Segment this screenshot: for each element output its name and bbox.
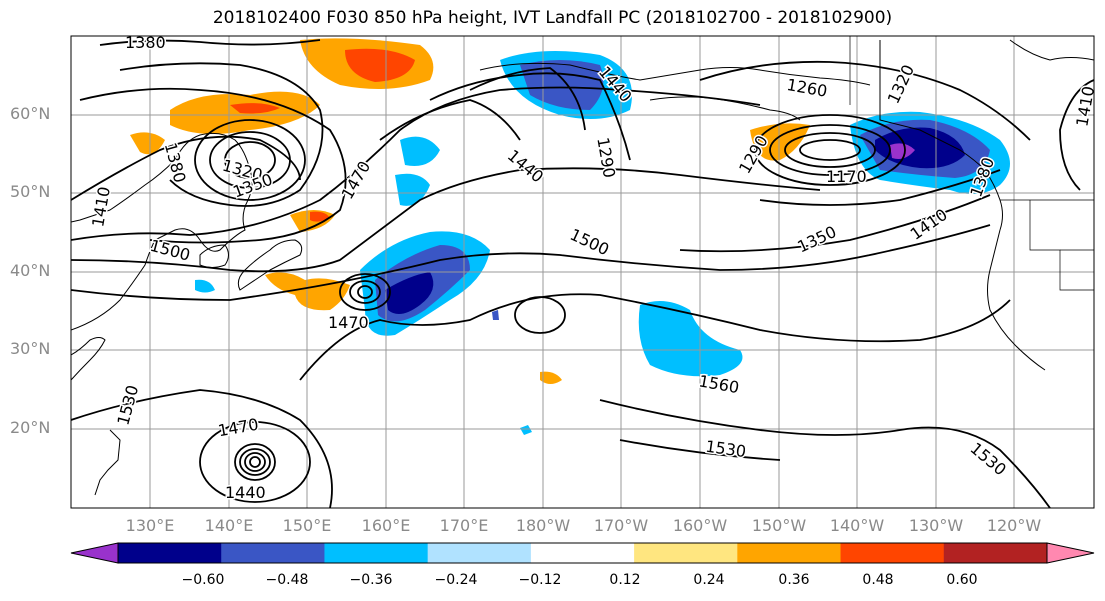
colorbar-swatch [118,543,222,563]
map-frame [70,35,1095,509]
lon-label: 180°W [515,516,571,535]
lon-label: 140°E [204,516,254,535]
lon-label: 170°W [593,516,649,535]
lon-label: 160°E [361,516,411,535]
lon-label: 140°W [829,516,885,535]
colorbar-swatch [427,543,532,563]
colorbar-tick: 0.24 [693,572,725,588]
colorbar-swatch [1047,543,1094,563]
political-borders [849,36,1094,291]
map-gridlines [71,36,1094,508]
map-title: 2018102400 F030 850 hPa height, IVT Land… [212,8,893,28]
contour-label: 1470 [328,313,369,332]
lon-label: 150°W [751,516,807,535]
lat-label: 60°N [10,104,51,123]
colorbar-tick: −0.48 [265,572,309,588]
colorbar-swatch [634,543,738,563]
colorbar-right-arrow [1046,542,1095,564]
colorbar-swatch [221,543,325,563]
colorbar-swatch [737,543,842,563]
colorbar-tick: −0.36 [349,572,393,588]
lat-label: 30°N [10,339,51,358]
colorbar-tick: −0.24 [434,572,478,588]
colorbar-tick: −0.60 [181,572,225,588]
colorbar-swatch [324,543,429,563]
colorbar-swatch [530,543,635,563]
contour-label: 1380 [125,33,166,52]
lon-label: 170°E [439,516,489,535]
lat-label: 50°N [10,182,51,201]
contour-label: 1440 [225,483,266,502]
colorbar-tick: 0.36 [778,572,810,588]
contour-label: 1170 [826,167,867,186]
map-panel: 1380 1380 1320 1350 1410 1470 1500 1470 … [70,33,1095,509]
lon-label: 120°W [986,516,1042,535]
lon-label: 130°E [125,516,175,535]
lon-label: 130°W [908,516,964,535]
colorbar-swatch [840,543,945,563]
colorbar-border [117,542,1048,564]
lat-label: 40°N [10,261,51,280]
colorbar-tick: 0.12 [609,572,641,588]
height-contours [71,39,1094,508]
colorbar-swatch [943,543,1048,563]
colorbar-tick: 0.60 [946,572,978,588]
lat-label: 20°N [10,418,51,437]
colorbar-left-arrow [70,542,119,564]
lon-label: 150°E [282,516,332,535]
coastlines [71,39,1094,496]
colorbar-tick: 0.48 [862,572,894,588]
colorbar-tick: −0.12 [518,572,562,588]
lon-label: 160°W [672,516,728,535]
ivt-shading [130,38,1010,435]
colorbar-swatch [71,543,118,563]
